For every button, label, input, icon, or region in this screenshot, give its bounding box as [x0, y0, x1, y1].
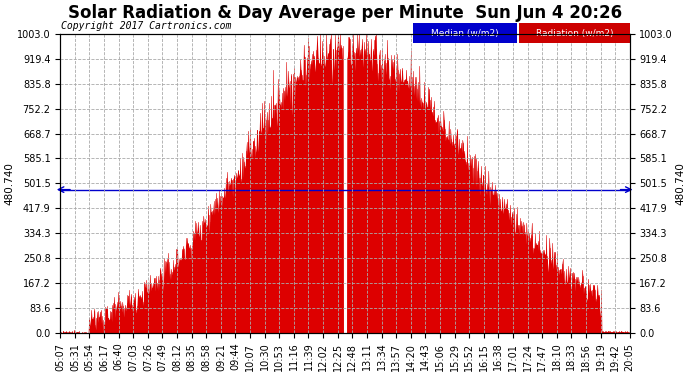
Title: Solar Radiation & Day Average per Minute  Sun Jun 4 20:26: Solar Radiation & Day Average per Minute… [68, 4, 622, 22]
Y-axis label: 480.740: 480.740 [4, 162, 14, 205]
Text: Copyright 2017 Cartronics.com: Copyright 2017 Cartronics.com [61, 21, 231, 31]
Y-axis label: 480.740: 480.740 [676, 162, 686, 205]
